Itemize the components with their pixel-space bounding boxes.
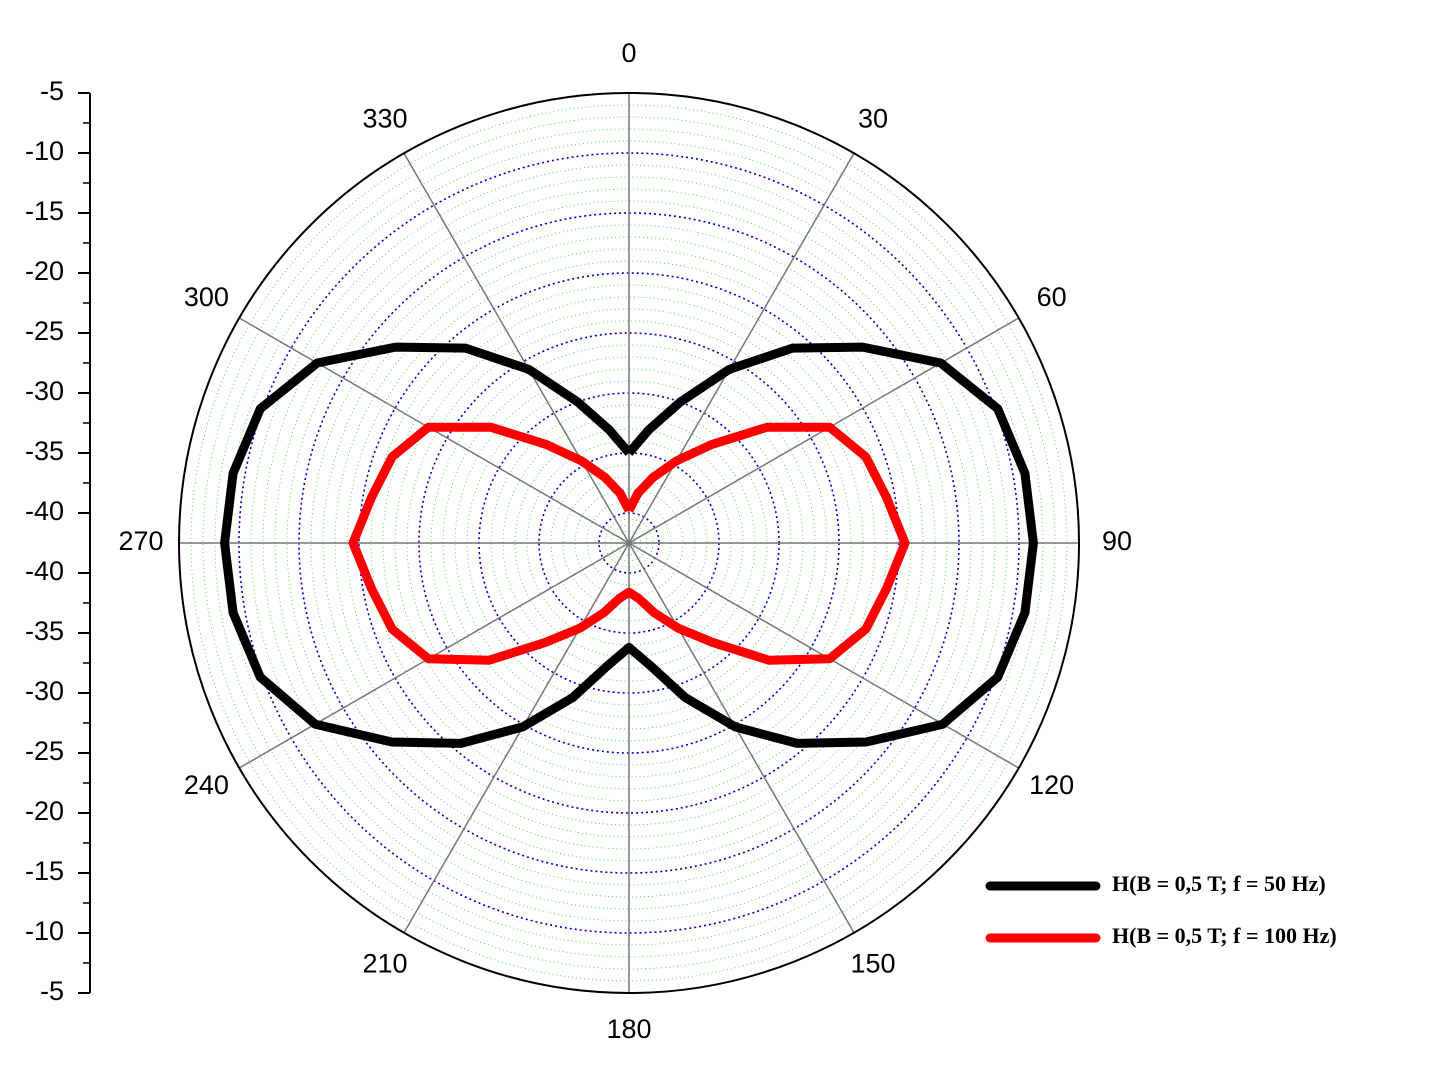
r-tick-label: -5 — [40, 976, 64, 1006]
r-tick-label: -20 — [25, 256, 64, 286]
series-line — [220, 342, 1038, 748]
angle-label: 60 — [1037, 282, 1067, 312]
legend-label: H(B = 0,5 T; f = 100 Hz) — [1112, 923, 1337, 948]
angle-label: 330 — [362, 104, 407, 134]
angle-label: 300 — [184, 282, 229, 312]
spoke — [403, 542, 630, 934]
angle-label: 90 — [1102, 526, 1132, 556]
r-tick-label: -15 — [25, 196, 64, 226]
r-tick-label: -25 — [25, 736, 64, 766]
angle-label: 150 — [850, 949, 895, 979]
r-tick-label: -5 — [40, 76, 64, 106]
legend-label: H(B = 0,5 T; f = 50 Hz) — [1112, 871, 1326, 896]
series-line — [348, 422, 910, 665]
spoke — [403, 152, 630, 544]
r-tick-label: -20 — [25, 796, 64, 826]
outer-circle — [178, 92, 1080, 994]
r-tick-label: -30 — [25, 376, 64, 406]
angle-label: 180 — [606, 1014, 651, 1044]
angle-label: 0 — [621, 38, 636, 68]
angle-label: 240 — [184, 770, 229, 800]
r-tick-label: -40 — [25, 496, 64, 526]
angle-label: 120 — [1029, 770, 1074, 800]
r-tick-label: -35 — [25, 616, 64, 646]
r-tick-label: -40 — [25, 556, 64, 586]
r-tick-label: -10 — [25, 916, 64, 946]
r-tick-label: -25 — [25, 316, 64, 346]
angle-label: 210 — [362, 949, 407, 979]
r-tick-label: -15 — [25, 856, 64, 886]
r-tick-label: -30 — [25, 676, 64, 706]
angle-label: 270 — [118, 526, 163, 556]
angle-label: 30 — [858, 104, 888, 134]
spoke — [628, 542, 855, 934]
r-tick-label: -10 — [25, 136, 64, 166]
r-tick-label: -35 — [25, 436, 64, 466]
spoke — [628, 152, 855, 544]
